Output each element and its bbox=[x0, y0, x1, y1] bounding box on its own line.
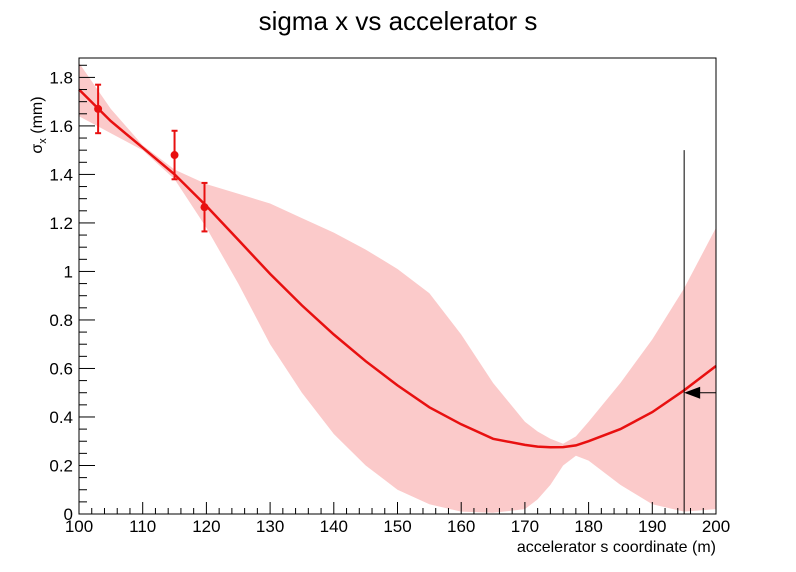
x-tick-label: 200 bbox=[702, 517, 730, 536]
point-marker bbox=[94, 104, 103, 113]
x-tick-label: 150 bbox=[383, 517, 411, 536]
chart-title: sigma x vs accelerator s bbox=[259, 6, 538, 36]
y-axis-label-base: σ bbox=[29, 144, 46, 154]
x-tick-label: 160 bbox=[447, 517, 475, 536]
data-point-1 bbox=[94, 83, 103, 135]
y-tick-label: 1.2 bbox=[49, 214, 73, 233]
y-tick-label: 1.4 bbox=[49, 165, 73, 184]
y-axis-label-sub: x bbox=[37, 138, 49, 144]
data-point-2 bbox=[170, 129, 179, 181]
y-tick-label: 1.6 bbox=[49, 117, 73, 136]
y-tick-label: 1.8 bbox=[49, 68, 73, 87]
x-tick-label: 180 bbox=[574, 517, 602, 536]
y-tick-label: 0.6 bbox=[49, 359, 73, 378]
x-tick-label: 130 bbox=[256, 517, 284, 536]
y-tick-label: 1 bbox=[64, 262, 73, 281]
x-axis-label: accelerator s coordinate (m) bbox=[517, 539, 716, 556]
x-tick-label: 190 bbox=[638, 517, 666, 536]
y-tick-label: 0.8 bbox=[49, 311, 73, 330]
y-tick-label: 0.4 bbox=[49, 408, 73, 427]
x-tick-label: 100 bbox=[65, 517, 93, 536]
y-axis-label: σx (mm) bbox=[29, 96, 49, 153]
x-tick-label: 110 bbox=[129, 517, 156, 536]
error-band-layer bbox=[79, 62, 716, 513]
fit-curve bbox=[78, 88, 717, 449]
x-tick-label: 120 bbox=[192, 517, 220, 536]
axes-layer: 100 110 120 130 140 150 160 170 180 190 200 0 0.2 0.4… bbox=[49, 57, 730, 536]
data-point-3 bbox=[200, 181, 209, 233]
point-marker bbox=[170, 151, 179, 160]
point-marker bbox=[200, 203, 209, 212]
arrow-head bbox=[684, 386, 701, 399]
x-tick-label: 140 bbox=[320, 517, 348, 536]
marker-layer bbox=[683, 150, 716, 514]
data-points-layer bbox=[94, 83, 209, 233]
error-band bbox=[79, 62, 716, 513]
x-tick-label: 170 bbox=[511, 517, 539, 536]
y-axis-label-rest: (mm) bbox=[29, 96, 46, 138]
y-tick-label: 0.2 bbox=[49, 456, 73, 475]
y-tick-label: 0 bbox=[64, 505, 73, 524]
fit-curve-layer bbox=[78, 88, 717, 449]
